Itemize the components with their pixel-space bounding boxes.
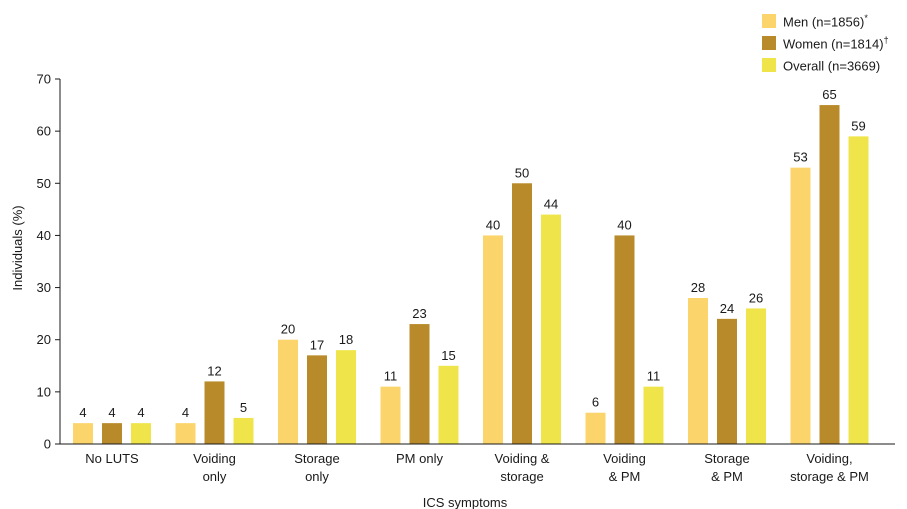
data-label-men-voiding-pm: 6 <box>592 395 599 410</box>
legend-item-overall: Overall (n=3669) <box>762 54 889 76</box>
x-tick-label-storage-only: Storage only <box>294 451 340 484</box>
bar-women-pm-only <box>409 324 430 444</box>
x-axis: No LUTS Voiding only Storage only PM only Void… <box>60 443 895 484</box>
x-tick-label-voiding-storage: Voiding & storage <box>495 451 550 484</box>
bar-overall-pm-only <box>438 365 459 444</box>
data-label-men-storage-only: 20 <box>281 322 295 337</box>
legend: Men (n=1856)* Women (n=1814)† Overall (n… <box>762 10 889 76</box>
y-tick-label-50: 50 <box>37 176 51 191</box>
bar-women-storage-pm <box>717 318 737 444</box>
data-label-men-voiding-storage-pm: 53 <box>793 150 807 165</box>
bar-overall-voiding-pm <box>643 386 664 444</box>
bar-men-storage-only <box>278 339 298 444</box>
legend-swatch-overall <box>762 58 776 72</box>
bar-women-voiding-storage-pm <box>819 105 840 445</box>
data-label-women-storage-pm: 24 <box>720 301 734 316</box>
bar-men-voiding-storage <box>483 235 503 444</box>
legend-mark-women: † <box>883 34 889 45</box>
bar-women-voiding-storage <box>512 183 532 445</box>
x-tick-label-voiding-storage-pm: Voiding, storage & PM <box>790 451 869 484</box>
bar-overall-voiding-storage-pm <box>848 136 869 444</box>
bar-overall-voiding-only <box>233 417 254 444</box>
bar-men-voiding-only <box>175 423 196 444</box>
legend-item-women: Women (n=1814)† <box>762 32 889 54</box>
y-tick-label-30: 30 <box>37 280 51 295</box>
data-label-overall-voiding-storage-pm: 59 <box>851 118 865 133</box>
data-label-overall-voiding-pm: 11 <box>647 369 661 384</box>
y-tick-label-40: 40 <box>37 228 51 243</box>
data-label-women-voiding-pm: 40 <box>617 217 631 232</box>
y-axis: 0 10 20 30 40 50 60 70 <box>37 72 61 452</box>
data-label-overall-storage-pm: 26 <box>749 290 763 305</box>
y-tick-label-10: 10 <box>37 384 51 399</box>
data-label-women-pm-only: 23 <box>412 306 426 321</box>
data-label-women-no-luts: 4 <box>108 405 115 420</box>
x-tick-label-storage-pm: Storage & PM <box>704 451 750 484</box>
x-axis-label: ICS symptoms <box>423 495 508 509</box>
legend-swatch-men <box>762 14 776 28</box>
legend-label-men: Men (n=1856) <box>783 14 865 30</box>
data-label-men-pm-only: 11 <box>384 369 398 384</box>
bar-overall-storage-only <box>336 350 356 444</box>
bar-men-no-luts <box>73 423 93 444</box>
data-label-overall-voiding-only: 5 <box>240 400 247 415</box>
x-tick-label-voiding-pm: Voiding & PM <box>603 451 646 484</box>
data-label-women-voiding-storage: 50 <box>515 165 529 180</box>
y-tick-label-0: 0 <box>44 437 51 452</box>
bar-men-pm-only <box>380 386 401 444</box>
legend-mark-men: * <box>864 12 868 23</box>
bar-women-storage-only <box>307 355 327 444</box>
data-label-men-voiding-only: 4 <box>182 405 189 420</box>
legend-swatch-women <box>762 36 776 50</box>
legend-item-men: Men (n=1856)* <box>762 10 889 32</box>
bar-women-no-luts <box>102 423 122 444</box>
legend-label-overall: Overall (n=3669) <box>783 58 881 74</box>
x-tick-label-no-luts: No LUTS <box>85 451 139 466</box>
y-axis-label: Individuals (%) <box>10 205 25 290</box>
data-label-men-voiding-storage: 40 <box>486 217 500 232</box>
bar-overall-storage-pm <box>746 308 766 444</box>
data-label-women-voiding-only: 12 <box>207 363 221 378</box>
bar-overall-voiding-storage <box>541 214 561 444</box>
bar-men-storage-pm <box>688 298 708 444</box>
x-tick-label-voiding-only: Voiding only <box>193 451 236 484</box>
y-tick-label-60: 60 <box>37 124 51 139</box>
data-label-men-storage-pm: 28 <box>691 280 705 295</box>
data-label-overall-pm-only: 15 <box>441 348 455 363</box>
y-tick-label-20: 20 <box>37 332 51 347</box>
data-label-overall-no-luts: 4 <box>137 405 144 420</box>
bar-women-voiding-only <box>204 381 225 444</box>
bar-men-voiding-storage-pm <box>790 167 811 444</box>
x-tick-label-pm-only: PM only <box>396 451 443 466</box>
data-label-overall-storage-only: 18 <box>339 332 353 347</box>
bar-overall-no-luts <box>131 423 151 444</box>
legend-label-women: Women (n=1814) <box>783 36 884 52</box>
data-label-men-no-luts: 4 <box>79 405 86 420</box>
bar-men-voiding-pm <box>585 412 606 444</box>
bar-women-voiding-pm <box>614 235 635 444</box>
y-tick-label-70: 70 <box>37 72 51 87</box>
data-label-women-storage-only: 17 <box>310 337 324 352</box>
data-label-women-voiding-storage-pm: 65 <box>822 87 836 102</box>
data-label-overall-voiding-storage: 44 <box>544 197 558 212</box>
